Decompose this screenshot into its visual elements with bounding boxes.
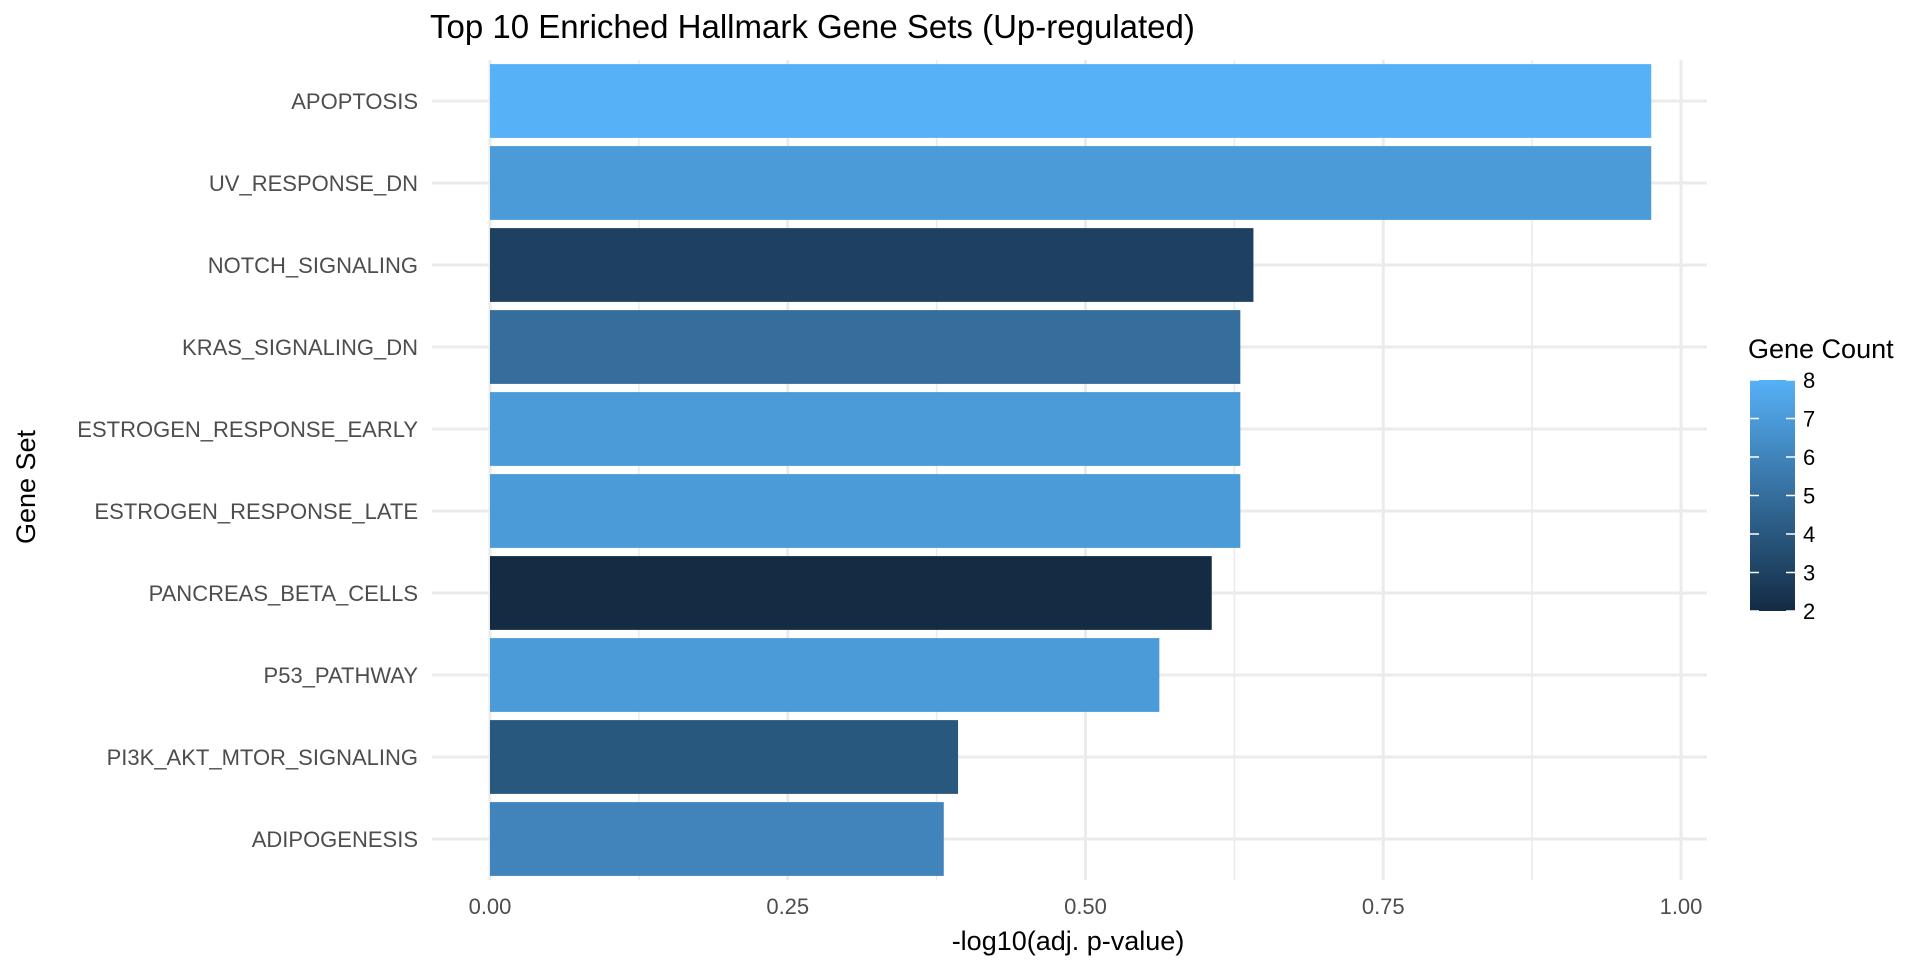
x-tick-label: 0.00 bbox=[469, 894, 512, 919]
bar bbox=[490, 64, 1652, 138]
legend-tick-label: 4 bbox=[1803, 522, 1815, 547]
legend: Gene Count 8 7 6 5 4 3 2 bbox=[1748, 334, 1894, 624]
bar bbox=[490, 146, 1652, 220]
legend-tick-label: 7 bbox=[1803, 407, 1815, 432]
y-axis-title: Gene Set bbox=[11, 429, 41, 544]
category-label: KRAS_SIGNALING_DN bbox=[182, 335, 418, 360]
category-label: UV_RESPONSE_DN bbox=[209, 171, 418, 196]
bar bbox=[490, 310, 1241, 384]
x-tick-label: 1.00 bbox=[1660, 894, 1703, 919]
legend-tick-label: 5 bbox=[1803, 484, 1815, 509]
bar bbox=[490, 556, 1212, 630]
category-label: APOPTOSIS bbox=[291, 89, 418, 114]
legend-tick-label: 6 bbox=[1803, 445, 1815, 470]
category-label: ESTROGEN_RESPONSE_EARLY bbox=[77, 417, 418, 442]
legend-title: Gene Count bbox=[1748, 334, 1894, 364]
x-tick-labels: 0.00 0.25 0.50 0.75 1.00 bbox=[469, 894, 1703, 919]
bar bbox=[490, 474, 1241, 548]
x-tick-label: 0.25 bbox=[766, 894, 809, 919]
legend-tick-label: 8 bbox=[1803, 368, 1815, 393]
category-label: P53_PATHWAY bbox=[264, 663, 419, 688]
x-axis-title: -log10(adj. p-value) bbox=[952, 926, 1185, 956]
legend-ticks: 8 7 6 5 4 3 2 bbox=[1750, 368, 1815, 624]
category-label: PANCREAS_BETA_CELLS bbox=[149, 581, 418, 606]
bar bbox=[490, 638, 1160, 712]
bar bbox=[490, 802, 944, 876]
category-labels: APOPTOSIS UV_RESPONSE_DN NOTCH_SIGNALING KR… bbox=[77, 89, 418, 852]
category-label: NOTCH_SIGNALING bbox=[208, 253, 418, 278]
legend-tick-label: 2 bbox=[1803, 599, 1815, 624]
bars bbox=[490, 64, 1652, 876]
bar bbox=[490, 228, 1254, 302]
x-tick-label: 0.75 bbox=[1362, 894, 1405, 919]
legend-tick-label: 3 bbox=[1803, 561, 1815, 586]
category-label: ADIPOGENESIS bbox=[252, 827, 418, 852]
bar bbox=[490, 392, 1241, 466]
category-label: PI3K_AKT_MTOR_SIGNALING bbox=[107, 745, 418, 770]
category-label: ESTROGEN_RESPONSE_LATE bbox=[94, 499, 418, 524]
bar bbox=[490, 720, 959, 794]
x-tick-label: 0.50 bbox=[1064, 894, 1107, 919]
chart-title: Top 10 Enriched Hallmark Gene Sets (Up-r… bbox=[430, 8, 1195, 45]
